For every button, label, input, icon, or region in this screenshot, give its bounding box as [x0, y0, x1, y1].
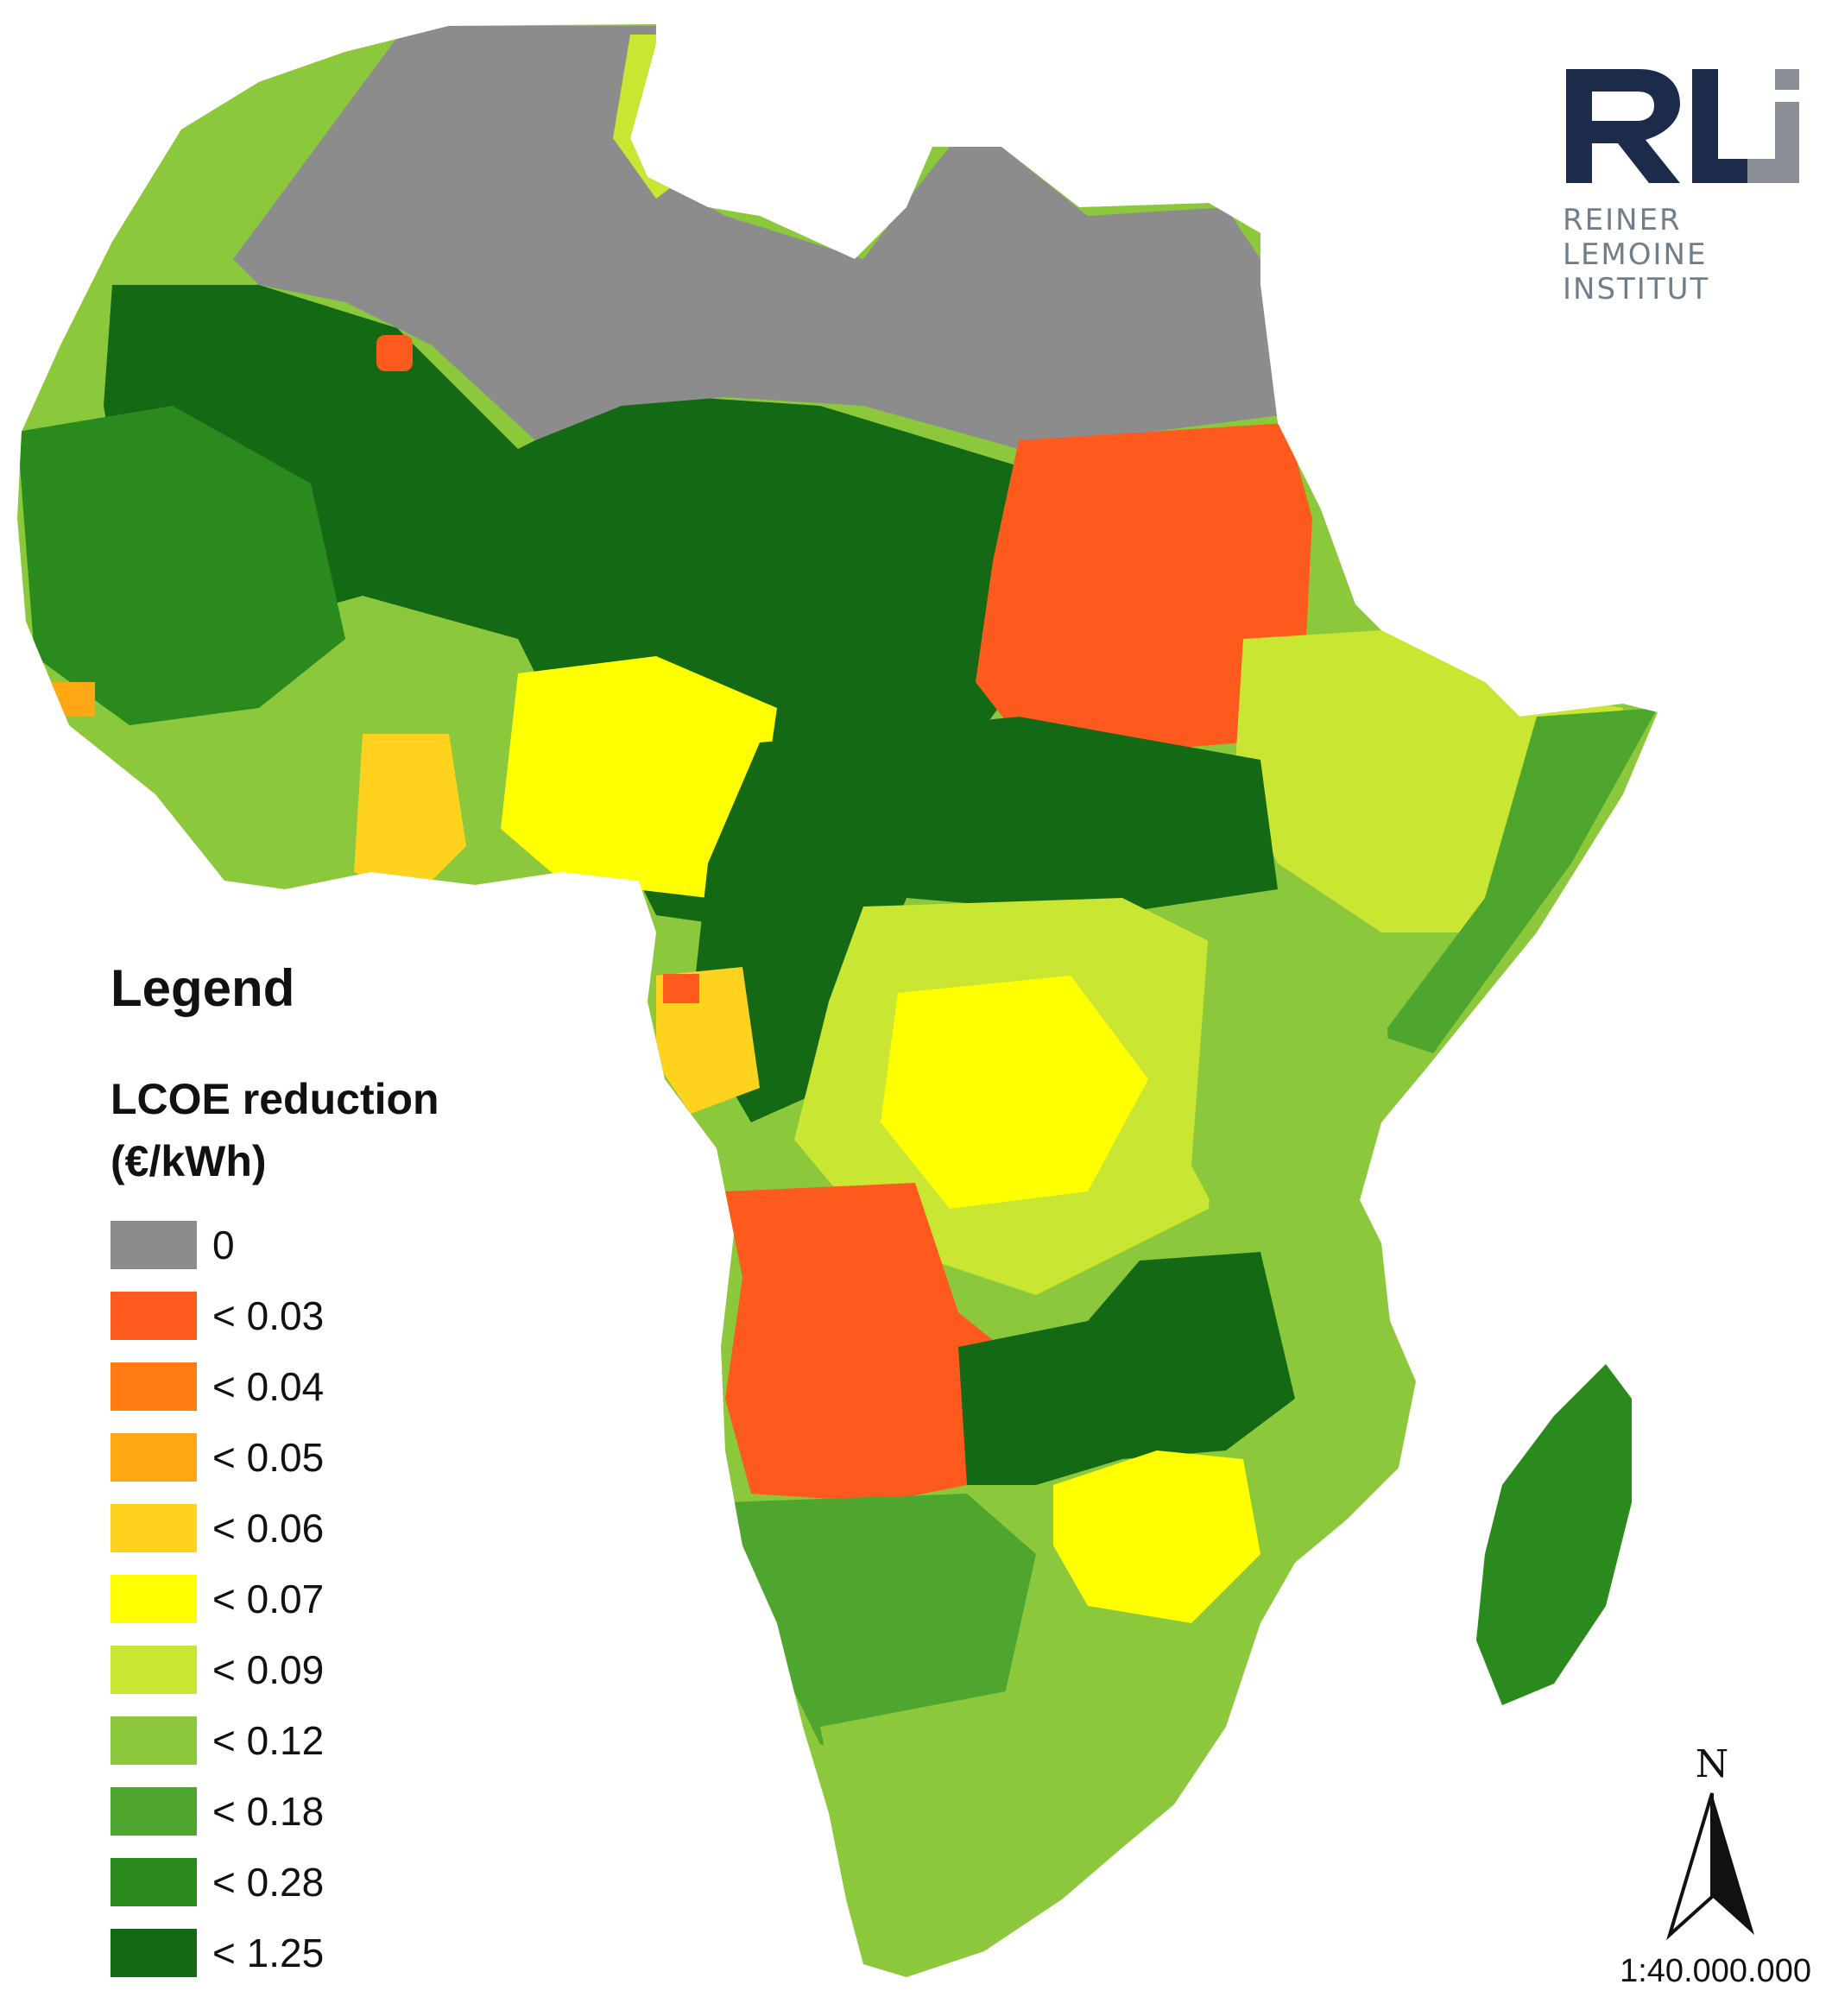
legend-label: < 0.04 [212, 1364, 325, 1409]
legend-label: 0 [212, 1223, 235, 1267]
legend-swatch [111, 1858, 197, 1906]
legend-swatch [111, 1929, 197, 1977]
north-arrow: N [1665, 1742, 1759, 1946]
legend-title: Legend [111, 959, 295, 1017]
north-letter: N [1695, 1742, 1729, 1786]
region-sahara [233, 26, 1286, 449]
legend-swatch [111, 1646, 197, 1694]
legend-row: < 0.06 [111, 1493, 559, 1564]
legend-label: < 0.05 [212, 1435, 325, 1480]
region-east [1191, 932, 1399, 1347]
legend-swatch [111, 1292, 197, 1340]
legend-swatch [111, 1433, 197, 1482]
legend-row: < 0.07 [111, 1564, 559, 1634]
legend-label: < 0.07 [212, 1577, 325, 1621]
rli-logo-mark [1566, 69, 1799, 183]
region-gabon [656, 967, 760, 1114]
legend-row: < 0.28 [111, 1847, 559, 1918]
legend-label: < 0.12 [212, 1718, 325, 1763]
legend-label: < 1.25 [212, 1931, 325, 1975]
legend: Legend LCOE reduction (€/kWh) 0 < 0.03 < 0… [111, 958, 559, 1988]
legend-label: < 0.03 [212, 1293, 325, 1338]
legend-label: < 0.18 [212, 1789, 325, 1834]
logo-name-line1: REINER LEMOINE [1563, 203, 1708, 272]
region-sahel-mid [17, 406, 345, 725]
region-somalia [1381, 708, 1658, 1053]
legend-row: < 0.03 [111, 1280, 559, 1351]
region-sudan [976, 423, 1312, 760]
legend-row: < 0.05 [111, 1422, 559, 1493]
legend-label: < 0.09 [212, 1647, 325, 1692]
region-angola [725, 1183, 1001, 1502]
legend-row: < 0.04 [111, 1351, 559, 1422]
region-south-africa [820, 1666, 1226, 1977]
legend-row: < 0.12 [111, 1705, 559, 1776]
region-ghana [354, 734, 466, 898]
legend-classes: 0 < 0.03 < 0.04 < 0.05 < 0.06 < 0.07 < 0.09 < 0… [111, 1210, 559, 1988]
region-nigeria [501, 656, 777, 898]
legend-row: < 1.25 [111, 1918, 559, 1988]
legend-swatch [111, 1575, 197, 1623]
legend-swatch [111, 1787, 197, 1836]
legend-swatch [111, 1504, 197, 1552]
north-arrow-icon [1666, 1792, 1754, 1941]
region-madagascar [1468, 1295, 1658, 1727]
spot-algeria [376, 335, 413, 371]
rli-logo: REINER LEMOINE INSTITUT [1563, 62, 1832, 307]
legend-swatch [111, 1221, 197, 1269]
legend-label: < 0.28 [212, 1860, 325, 1905]
region-zimbabwe [1053, 1450, 1260, 1623]
legend-subtitle: LCOE reduction (€/kWh) [111, 1075, 439, 1185]
region-zambia [958, 1252, 1295, 1485]
legend-row: < 0.18 [111, 1776, 559, 1847]
spot-senegal [35, 682, 95, 717]
legend-swatch [111, 1362, 197, 1411]
legend-swatch [111, 1716, 197, 1765]
legend-row: < 0.09 [111, 1634, 559, 1705]
region-congo-yellow [881, 976, 1148, 1209]
legend-label: < 0.06 [212, 1506, 325, 1551]
spot-cameroon [663, 974, 699, 1003]
legend-row: 0 [111, 1210, 559, 1280]
logo-name-line2: INSTITUT [1563, 272, 1710, 307]
scale-text: 1:40.000.000 [1620, 1953, 1811, 1989]
